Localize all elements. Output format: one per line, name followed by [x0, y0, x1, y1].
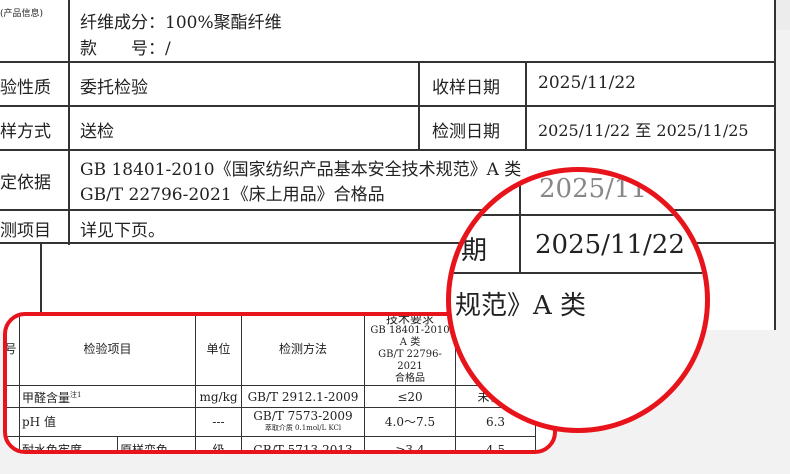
row-value: 送检	[80, 122, 114, 142]
table-row: 耐水色牢度 原样变色 级 GB/T 5713-2013 ≥3-4 4-5	[7, 436, 536, 450]
highlighted-results-table: 号 检验项目 单位 检测方法 技术要求 GB 18401-2010 A 类 GB/T …	[3, 312, 557, 454]
row-label: 样方式	[0, 122, 51, 142]
row-label: 收样日期	[432, 78, 500, 98]
row-label: 验性质	[0, 78, 51, 98]
row-label: 定依据	[0, 173, 51, 193]
magnifier-circle: 2025/11 期 2025/11/22 规范》A 类	[446, 167, 710, 433]
magnified-label: 期	[461, 236, 488, 266]
row-value: GB/T 22796-2021《床上用品》合格品	[80, 185, 385, 205]
col-header: 号	[7, 316, 20, 386]
row-value: 2025/11/22 至 2025/11/25	[538, 121, 749, 140]
magnified-date-partial: 2025/11	[539, 174, 648, 204]
row-value: GB 18401-2010《国家纺织产品基本安全技术规范》A 类	[80, 160, 522, 180]
magnified-date: 2025/11/22	[535, 230, 685, 260]
label-product-info: (产品信息)	[0, 9, 44, 19]
test-report: (产品信息) 纤维成分：100%聚酯纤维 款 号：/ 验性质 委托检验 收样日期…	[0, 0, 776, 330]
style-number: 款 号：/	[80, 39, 171, 59]
col-header: 检测方法	[241, 316, 365, 386]
row-label: 检测日期	[432, 122, 500, 142]
col-header: 检验项目	[19, 316, 196, 386]
row-value: 委托检验	[80, 78, 148, 98]
col-header: 单位	[195, 316, 242, 386]
magnified-standard: 规范》A 类	[455, 291, 587, 321]
table-row: pH 值 --- GB/T 7573-2009 萃取介质 0.1mol/L KCl 4…	[7, 407, 536, 437]
fiber-content: 纤维成分：100%聚酯纤维	[80, 13, 282, 33]
row-label: 测项目	[0, 221, 51, 241]
col-header-requirement: 技术要求 GB 18401-2010 A 类 GB/T 22796-2021 合格品	[364, 316, 456, 386]
row-value: 详见下页。	[80, 221, 165, 241]
row-value: 2025/11/22	[538, 73, 636, 93]
